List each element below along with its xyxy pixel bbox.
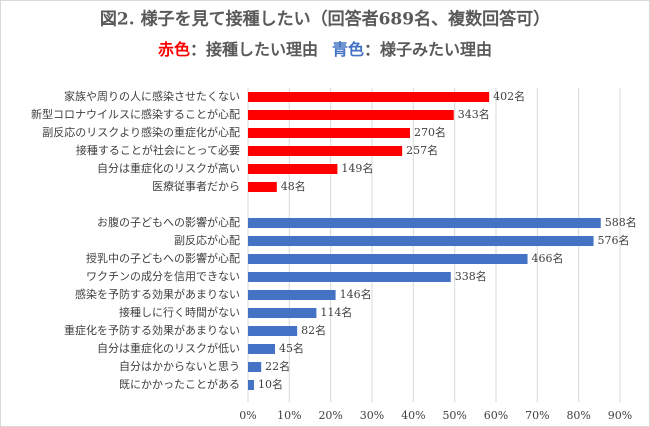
y-tick-label: 副反応が心配 [174,233,240,247]
chart-subtitle: 赤色：接種したい理由 青色：様子みたい理由 [158,40,492,59]
subtitle-part: ：接種したい理由 [190,40,318,59]
bar [248,164,338,174]
x-tick-label: 90% [608,409,632,422]
y-tick-label: 感染を予防する効果があまりない [75,287,240,301]
bar [248,380,254,390]
bar [248,236,594,246]
bar [248,146,403,156]
y-tick-label: ワクチンの成分を信用できない [86,270,240,283]
y-tick-label: 家族や周りの人に感染させたくない [64,89,240,103]
bar [248,308,317,318]
bar [248,110,454,120]
bar [248,344,275,354]
y-tick-label: 既にかかったことがある [119,377,240,391]
bar [248,254,528,264]
y-tick-label: 自分は重症化のリスクが低い [97,341,240,355]
value-label: 466名 [532,251,564,265]
y-tick-label: 医療従事者だから [152,179,240,193]
x-tick-label: 10% [277,409,301,422]
x-tick-label: 80% [566,409,590,422]
x-tick-label: 50% [442,409,466,422]
bar [248,128,410,138]
value-label: 45名 [279,341,304,355]
subtitle-part: ：様子みたい理由 [364,40,492,59]
value-label: 149名 [341,161,373,175]
chart-title: 図2. 様子を見て接種したい（回答者689名、複数回答可） [100,9,550,30]
y-tick-label: 授乳中の子どもへの影響が心配 [86,251,240,265]
bar [248,290,336,300]
bar [248,272,451,282]
x-tick-label: 70% [525,409,549,422]
subtitle-part: 赤色 [158,40,190,59]
value-label: 402名 [493,89,525,103]
bar [248,182,277,192]
value-label: 588名 [605,215,637,229]
y-tick-label: 副反応のリスクより感染の重症化が心配 [42,125,240,139]
value-label: 257名 [406,143,438,157]
bar [248,218,601,228]
x-tick-label: 0% [239,409,256,422]
value-label: 270名 [414,125,446,139]
bar [248,362,262,372]
y-tick-label: 自分はかからないと思う [119,360,240,373]
x-tick-label: 30% [360,409,384,422]
value-label: 48名 [281,179,306,193]
y-tick-label: 接種することが社会にとって必要 [76,143,240,157]
value-label: 338名 [455,269,487,283]
value-label: 114名 [320,305,352,319]
x-tick-label: 20% [318,409,342,422]
value-label: 22名 [265,359,290,373]
value-label: 10名 [258,377,283,391]
value-label: 343名 [458,107,490,121]
bar [248,326,298,336]
subtitle-part: 青色 [332,40,364,59]
y-tick-label: 新型コロナウイルスに感染することが心配 [31,107,240,121]
bar [248,92,490,102]
y-tick-label: 自分は重症化のリスクが高い [97,161,240,175]
value-label: 82名 [301,323,326,337]
y-tick-label: 重症化を予防する効果があまりない [64,323,240,337]
y-tick-label: 接種しに行く時間がない [119,305,240,319]
x-tick-label: 40% [401,409,425,422]
y-tick-label: お腹の子どもへの影響が心配 [97,215,240,229]
value-label: 576名 [598,233,630,247]
value-label: 146名 [340,287,372,301]
x-tick-label: 60% [484,409,508,422]
